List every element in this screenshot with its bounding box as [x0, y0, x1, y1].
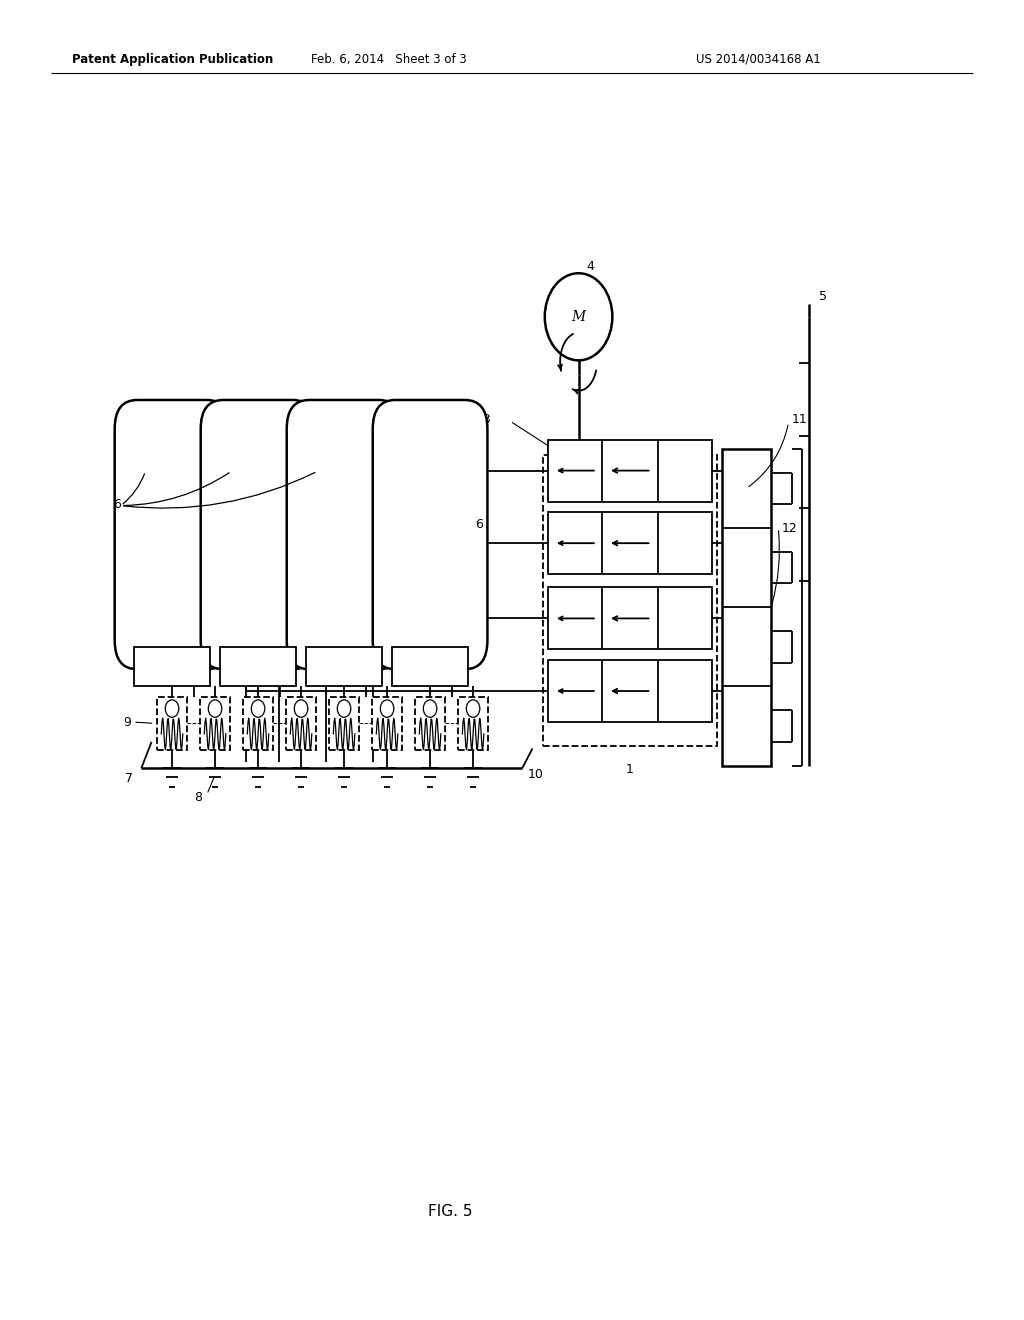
- Text: 8: 8: [195, 791, 203, 804]
- Text: 1: 1: [626, 763, 634, 776]
- Bar: [548, 587, 712, 649]
- FancyBboxPatch shape: [201, 400, 315, 669]
- Text: 9: 9: [123, 715, 131, 729]
- Bar: [548, 512, 712, 574]
- Bar: [722, 449, 771, 766]
- Text: 6: 6: [113, 498, 121, 511]
- Bar: [134, 647, 210, 686]
- Text: FIG. 5: FIG. 5: [428, 1204, 473, 1220]
- FancyBboxPatch shape: [373, 400, 487, 669]
- Bar: [543, 455, 717, 746]
- Text: 7: 7: [125, 772, 133, 785]
- Text: 4: 4: [587, 260, 595, 273]
- Bar: [200, 697, 230, 750]
- Text: 11: 11: [792, 413, 807, 426]
- FancyBboxPatch shape: [287, 400, 401, 669]
- Text: 10: 10: [527, 768, 544, 781]
- Bar: [415, 697, 445, 750]
- Bar: [157, 697, 187, 750]
- Bar: [306, 647, 382, 686]
- Text: M: M: [571, 310, 586, 323]
- Bar: [372, 697, 402, 750]
- Bar: [458, 697, 488, 750]
- Bar: [243, 697, 273, 750]
- Bar: [329, 697, 359, 750]
- Text: 12: 12: [781, 521, 797, 535]
- Bar: [220, 647, 296, 686]
- Text: 5: 5: [819, 290, 827, 304]
- Bar: [392, 647, 468, 686]
- Text: US 2014/0034168 A1: US 2014/0034168 A1: [696, 53, 821, 66]
- Bar: [286, 697, 316, 750]
- Text: Patent Application Publication: Patent Application Publication: [72, 53, 273, 66]
- FancyBboxPatch shape: [115, 400, 229, 669]
- Text: 13: 13: [476, 413, 492, 426]
- Text: Feb. 6, 2014   Sheet 3 of 3: Feb. 6, 2014 Sheet 3 of 3: [311, 53, 467, 66]
- Bar: [548, 660, 712, 722]
- Bar: [548, 440, 712, 502]
- Text: 6: 6: [475, 517, 483, 531]
